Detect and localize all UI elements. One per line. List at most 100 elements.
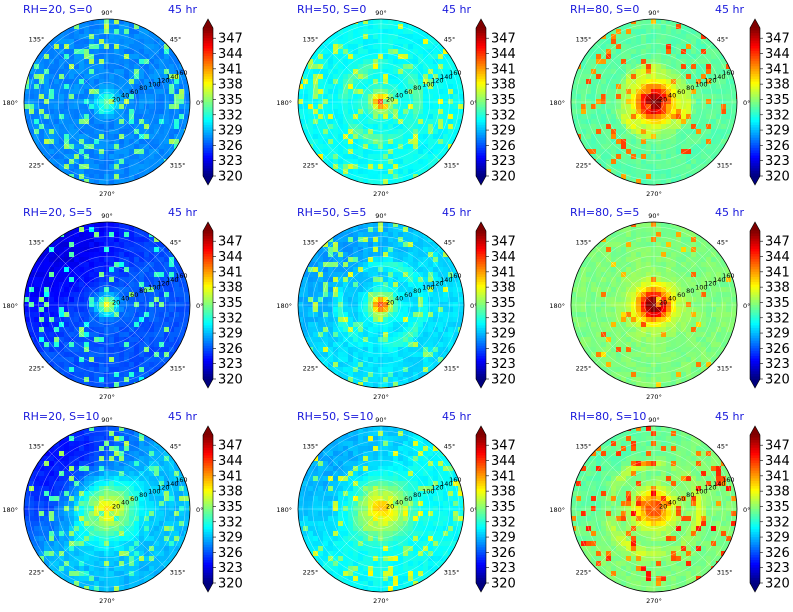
- heatmap-cell: [99, 139, 104, 144]
- heatmap-cell: [691, 154, 696, 159]
- heatmap-cell: [716, 69, 721, 74]
- heatmap-cell: [104, 337, 109, 342]
- heatmap-cell: [114, 144, 119, 149]
- heatmap-cell: [641, 54, 646, 59]
- heatmap-cell: [656, 29, 661, 34]
- heatmap-cell: [418, 39, 423, 44]
- heatmap-cell: [134, 227, 139, 232]
- heatmap-cell: [363, 252, 368, 257]
- heatmap-cell: [74, 94, 79, 99]
- heatmap-cell: [448, 59, 453, 64]
- heatmap-cell: [34, 89, 39, 94]
- radial-tick-label: 40: [395, 92, 403, 100]
- heatmap-cell: [333, 59, 338, 64]
- heatmap-cell: [104, 139, 109, 144]
- heatmap-cell: [74, 352, 79, 357]
- heatmap-cell: [711, 144, 716, 149]
- heatmap-cell: [69, 357, 74, 362]
- heatmap-cell: [706, 99, 711, 104]
- heatmap-cell: [34, 292, 39, 297]
- heatmap-cell: [363, 272, 368, 277]
- heatmap-cell: [109, 39, 114, 44]
- heatmap-cell: [601, 64, 606, 69]
- colorbar-tick-label: 344: [218, 47, 243, 62]
- heatmap-cell: [333, 332, 338, 337]
- heatmap-cell: [34, 267, 39, 272]
- heatmap-cell: [154, 322, 159, 327]
- heatmap-cell: [109, 99, 114, 104]
- heatmap-cell: [581, 79, 586, 84]
- heatmap-cell: [641, 74, 646, 79]
- heatmap-cell: [428, 59, 433, 64]
- heatmap-cell: [418, 94, 423, 99]
- heatmap-cell: [611, 79, 616, 84]
- heatmap-cell: [666, 69, 671, 74]
- heatmap-cell: [721, 99, 726, 104]
- heatmap-cell: [586, 94, 591, 99]
- heatmap-cell: [701, 144, 706, 149]
- heatmap-cell: [114, 44, 119, 49]
- heatmap-cell: [383, 149, 388, 154]
- heatmap-cell: [54, 272, 59, 277]
- heatmap-cell: [323, 129, 328, 134]
- heatmap-cell: [701, 119, 706, 124]
- heatmap-cell: [373, 262, 378, 267]
- heatmap-cell: [388, 119, 393, 124]
- heatmap-cell: [64, 49, 69, 54]
- heatmap-cell: [651, 64, 656, 69]
- heatmap-cell: [408, 174, 413, 179]
- heatmap-cell: [84, 99, 89, 104]
- heatmap-cell: [144, 79, 149, 84]
- heatmap-cell: [74, 164, 79, 169]
- heatmap-cell: [626, 124, 631, 129]
- heatmap-cell: [343, 109, 348, 114]
- colorbar-segment: [476, 163, 486, 167]
- colorbar-tick-label: 332: [765, 108, 790, 123]
- heatmap-cell: [631, 154, 636, 159]
- heatmap-cell: [159, 114, 164, 119]
- colorbar-segment: [203, 48, 213, 52]
- heatmap-cell: [139, 79, 144, 84]
- heatmap-cell: [358, 262, 363, 267]
- heatmap-cell: [343, 312, 348, 317]
- heatmap-cell: [338, 307, 343, 312]
- heatmap-cell: [89, 159, 94, 164]
- heatmap-cell: [328, 242, 333, 247]
- heatmap-cell: [134, 362, 139, 367]
- heatmap-cell: [666, 39, 671, 44]
- heatmap-cell: [373, 287, 378, 292]
- heatmap-cell: [328, 119, 333, 124]
- heatmap-cell: [408, 134, 413, 139]
- heatmap-cell: [134, 337, 139, 342]
- heatmap-cell: [89, 74, 94, 79]
- colorbar-tick-label: 329: [765, 124, 790, 139]
- heatmap-cell: [64, 129, 69, 134]
- heatmap-cell: [89, 114, 94, 119]
- heatmap-cell: [134, 34, 139, 39]
- heatmap-cell: [74, 357, 79, 362]
- heatmap-cell: [438, 89, 443, 94]
- heatmap-cell: [641, 64, 646, 69]
- heatmap-cell: [39, 59, 44, 64]
- heatmap-cell: [443, 272, 448, 277]
- heatmap-cell: [164, 139, 169, 144]
- heatmap-cell: [139, 342, 144, 347]
- heatmap-cell: [99, 144, 104, 149]
- heatmap-cell: [124, 317, 129, 322]
- heatmap-cell: [596, 54, 601, 59]
- heatmap-cell: [378, 232, 383, 237]
- heatmap-cell: [79, 89, 84, 94]
- heatmap-cell: [328, 272, 333, 277]
- heatmap-cell: [378, 257, 383, 262]
- heatmap-cell: [428, 297, 433, 302]
- heatmap-cell: [646, 124, 651, 129]
- heatmap-cell: [423, 332, 428, 337]
- heatmap-cell: [119, 139, 124, 144]
- heatmap-cell: [353, 302, 358, 307]
- heatmap-cell: [721, 94, 726, 99]
- heatmap-cell: [74, 237, 79, 242]
- heatmap-cell: [54, 69, 59, 74]
- heatmap-cell: [363, 307, 368, 312]
- heatmap-cell: [99, 74, 104, 79]
- heatmap-cell: [368, 159, 373, 164]
